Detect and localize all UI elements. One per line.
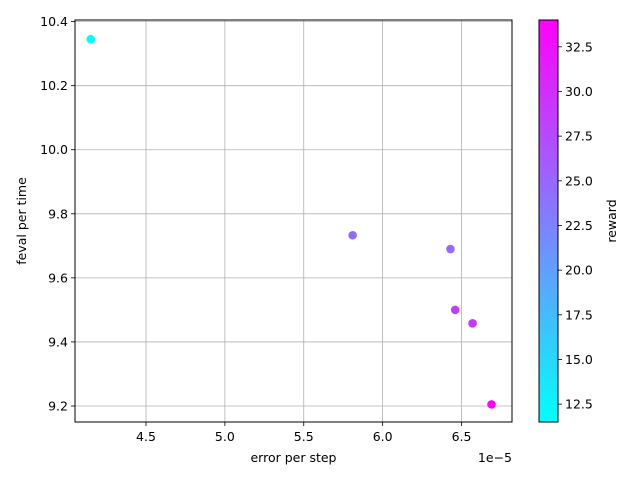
colorbar-tick-label: 15.0	[565, 352, 593, 367]
y-tick-label: 10.2	[40, 78, 68, 93]
colorbar-tick-label: 30.0	[565, 84, 593, 99]
data-point	[487, 400, 496, 409]
colorbar-tick-label: 20.0	[565, 263, 593, 278]
colorbar-tick-label: 32.5	[565, 39, 593, 54]
y-axis-label: feval per time	[14, 177, 29, 265]
y-tick-label: 9.4	[48, 334, 68, 349]
colorbar-label: reward	[604, 199, 619, 242]
x-axis-ticks: 4.5 5.0 5.5 6.0 6.5	[136, 422, 471, 444]
y-tick-label: 9.8	[48, 206, 68, 221]
x-tick-label: 6.5	[452, 429, 472, 444]
data-point	[446, 244, 455, 254]
x-tick-label: 5.0	[215, 429, 235, 444]
colorbar-tick-label: 22.5	[565, 218, 593, 233]
data-point	[86, 34, 96, 44]
data-points	[86, 34, 496, 409]
colorbar	[538, 19, 559, 423]
grid	[75, 20, 512, 422]
x-offset-label: 1e−5	[478, 450, 512, 465]
plot-frame	[74, 19, 513, 423]
x-tick-label: 4.5	[136, 429, 156, 444]
x-tick-label: 6.0	[373, 429, 393, 444]
colorbar-tick-label: 27.5	[565, 129, 593, 144]
y-tick-label: 10.4	[40, 14, 68, 29]
y-tick-label: 9.6	[48, 270, 68, 285]
colorbar-ticks: 12.5 15.0 17.5 20.0 22.5 25.0 27.5 30.0 32.5	[558, 39, 593, 412]
y-axis-ticks: 9.2 9.4 9.6 9.8 10.0 10.2 10.4	[40, 14, 75, 413]
x-tick-label: 5.5	[294, 429, 314, 444]
colorbar-tick-label: 12.5	[565, 397, 593, 412]
y-tick-label: 9.2	[48, 398, 68, 413]
y-tick-label: 10.0	[40, 142, 68, 157]
data-point	[450, 305, 460, 315]
colorbar-tick-label: 17.5	[565, 307, 593, 322]
data-point	[348, 230, 357, 240]
data-point	[468, 319, 477, 328]
x-axis-label: error per step	[250, 450, 336, 465]
colorbar-tick-label: 25.0	[565, 173, 593, 188]
